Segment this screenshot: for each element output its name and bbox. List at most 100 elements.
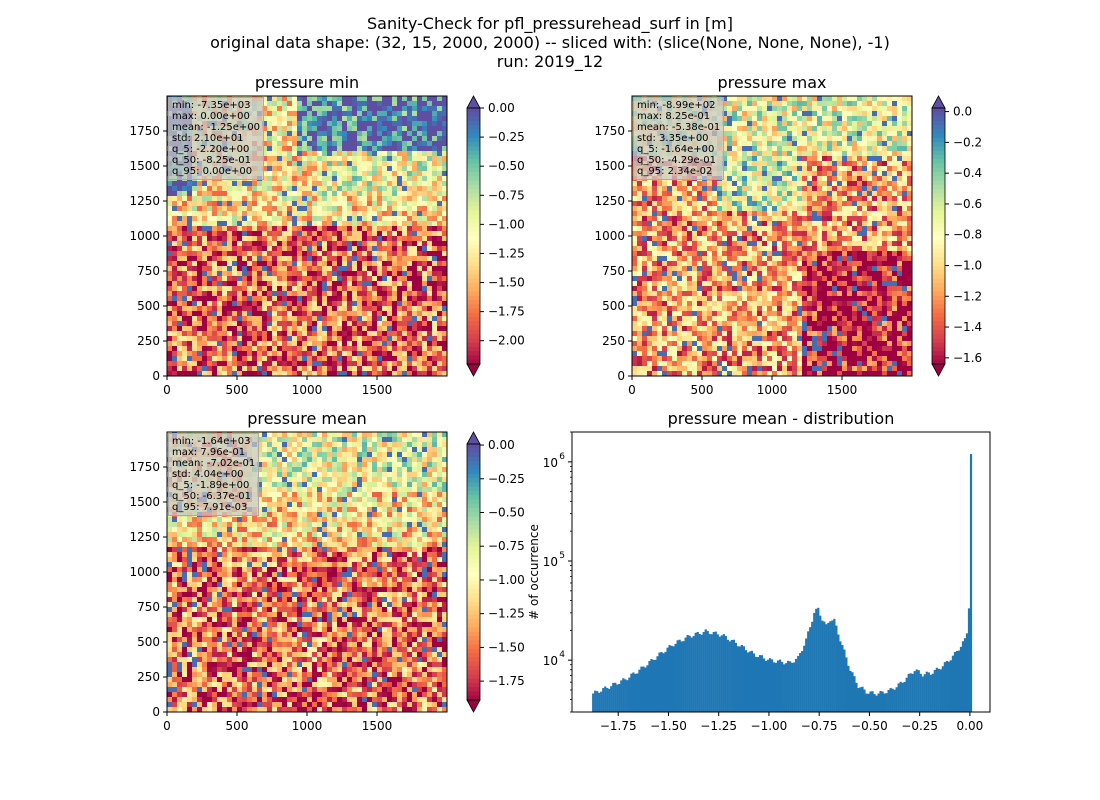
y-tick-label: 750 [137,264,160,278]
stats-line: min: -1.64e+03 [172,436,251,447]
colorbar-tick-label: −0.8 [953,228,982,242]
colorbar-tick-label: −0.75 [488,539,525,553]
colorbar-tick-label: −0.50 [488,159,525,173]
histogram-bar [893,689,896,712]
colorbar-frame [931,107,946,365]
histogram-bar [935,667,938,712]
histogram-bar [630,673,633,712]
histogram-bar [869,691,872,712]
histogram-bar [664,651,667,712]
histogram-bar [648,660,651,712]
histogram-bar [879,690,882,712]
stats-line: std: 2.10e+01 [172,133,244,144]
histogram-bar [756,657,760,712]
colorbar-frame [466,443,481,701]
histogram-bar [610,686,613,712]
histogram-bar [901,682,904,712]
colorbar-tick-label: −2.00 [488,334,525,348]
histogram-bar [961,641,965,712]
histogram-bar [933,669,936,712]
x-tick-label: −0.75 [801,719,838,733]
x-tick-label: −0.50 [851,719,888,733]
histogram-bar [913,671,916,712]
histogram-bar [708,634,711,712]
histogram-bar [712,631,715,712]
x-tick-label: 0 [163,719,171,733]
stats-line: q_50: -4.29e-01 [637,155,716,166]
histogram-bar [939,669,942,712]
y-tick-label: 1250 [129,530,160,544]
histogram-bar [847,665,850,712]
histogram-bar [859,687,862,712]
histogram-bar [895,687,898,712]
figure-title-line-3: run: 2019_12 [496,52,604,71]
histogram-bar [837,634,840,712]
x-tick-label: −1.00 [751,719,788,733]
histogram-bar [819,615,822,712]
histogram-bar [921,676,924,712]
y-tick-label: 10 [543,456,558,470]
histogram-bar [851,672,854,712]
plot-frame [571,431,991,713]
histogram-bar [937,668,940,712]
histogram-bar [899,681,902,712]
colorbar-tick-label: 0.00 [488,101,515,115]
stats-line: max: 0.00e+00 [172,111,250,122]
histogram-bar [768,658,772,712]
stats-box: min: -8.99e+02 max: 8.25e-01 mean: -5.38e-… [633,97,725,180]
histogram-bar [662,653,665,712]
histogram-bar [658,652,661,712]
histogram-bar [612,682,615,712]
colorbar-tick-label: −1.00 [488,573,525,587]
x-tick-label: 1000 [292,383,323,397]
histogram-bar [644,667,647,712]
stats-line: q_5: -2.20e+00 [172,144,250,155]
x-tick-label: −1.25 [700,719,737,733]
histogram-bar [710,634,713,712]
histogram-bar [797,655,800,712]
histogram-bar [785,663,788,712]
y-tick-label: 1000 [129,229,160,243]
stats-line: max: 7.96e-01 [172,447,246,458]
colorbar-tick-label: −0.25 [488,472,525,486]
stats-box: min: -7.35e+03 max: 0.00e+00 mean: -1.25e+… [168,97,265,180]
y-tick-exponent: 4 [559,650,565,660]
y-tick-label: 1500 [129,159,160,173]
histogram-bar [959,646,963,712]
histogram-bars [592,454,973,712]
x-tick-label: 0 [628,383,636,397]
histogram-bar [754,656,758,712]
histogram-bar [925,671,928,712]
x-tick-label: 0 [163,383,171,397]
histogram-bar [781,661,784,712]
histogram-bar [941,666,944,712]
histogram-bar [955,650,959,712]
panel-title: pressure max [717,73,826,92]
histogram-bar [632,672,635,712]
x-tick-label: 1500 [362,719,393,733]
histogram-bar [799,653,802,712]
histogram-bar [676,640,679,712]
y-tick-label: 10 [543,654,558,668]
histogram-bar [861,686,864,712]
histogram-bar [734,642,737,712]
stats-line: q_50: -8.25e-01 [172,155,251,166]
histogram-bar [803,645,806,712]
histogram-bar [887,689,890,712]
histogram-bar [841,645,844,712]
colorbar-tick-label: −1.6 [953,351,982,365]
histogram-bar [686,634,689,712]
colorbar-tick-label: −1.25 [488,246,525,260]
y-tick-exponent: 6 [559,452,565,462]
histogram-bar [760,655,764,712]
stats-line: std: 3.35e+00 [637,133,709,144]
histogram-bar [628,677,631,712]
histogram-bar [871,691,874,712]
colorbar-tick-label: −0.50 [488,506,525,520]
colorbar-extend-max [931,95,946,109]
histogram-bar [696,631,699,712]
colorbar-extend-min [931,363,946,377]
colorbar-tick-label: −1.4 [953,320,982,334]
colorbar-extend-min [466,363,481,377]
histogram-bar [766,659,770,712]
